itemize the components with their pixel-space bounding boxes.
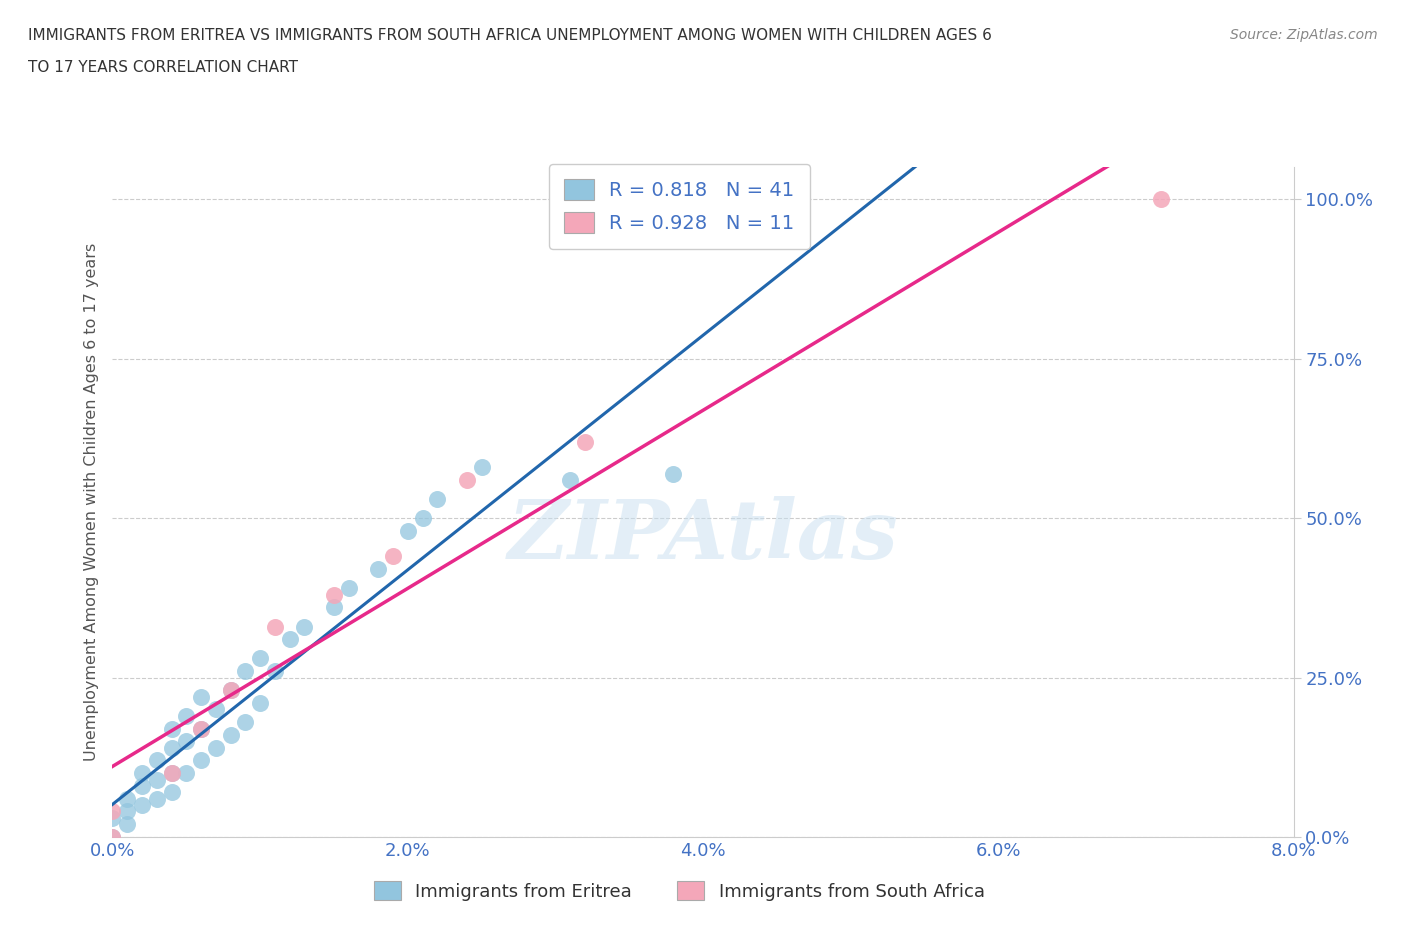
Point [323, 600, 346, 615]
Point [249, 696, 271, 711]
Text: ZIPAtlas: ZIPAtlas [508, 496, 898, 576]
Point [101, 810, 124, 825]
Point [292, 619, 315, 634]
Point [174, 734, 197, 749]
Point [190, 689, 212, 704]
Text: Source: ZipAtlas.com: Source: ZipAtlas.com [1230, 28, 1378, 42]
Point [146, 772, 169, 787]
Point [160, 740, 183, 755]
Point [323, 587, 346, 602]
Point [249, 651, 271, 666]
Point [233, 715, 256, 730]
Point [367, 562, 389, 577]
Point [264, 619, 287, 634]
Point [190, 721, 212, 736]
Point [205, 740, 228, 755]
Point [117, 804, 138, 819]
Point [131, 765, 153, 780]
Point [160, 721, 183, 736]
Point [574, 434, 596, 449]
Point [264, 664, 287, 679]
Point [190, 721, 212, 736]
Point [426, 492, 449, 507]
Point [146, 791, 169, 806]
Point [117, 791, 138, 806]
Point [382, 549, 405, 564]
Point [560, 472, 582, 487]
Point [160, 765, 183, 780]
Point [131, 798, 153, 813]
Point [131, 778, 153, 793]
Point [174, 709, 197, 724]
Point [471, 459, 494, 474]
Point [233, 664, 256, 679]
Point [412, 511, 434, 525]
Point [337, 581, 360, 596]
Y-axis label: Unemployment Among Women with Children Ages 6 to 17 years: Unemployment Among Women with Children A… [83, 243, 98, 762]
Point [219, 683, 242, 698]
Point [117, 817, 138, 831]
Legend: Immigrants from Eritrea, Immigrants from South Africa: Immigrants from Eritrea, Immigrants from… [360, 866, 1000, 915]
Point [219, 683, 242, 698]
Text: TO 17 YEARS CORRELATION CHART: TO 17 YEARS CORRELATION CHART [28, 60, 298, 75]
Point [219, 727, 242, 742]
Point [101, 804, 124, 819]
Point [101, 830, 124, 844]
Point [278, 631, 301, 646]
Point [396, 524, 419, 538]
Text: IMMIGRANTS FROM ERITREA VS IMMIGRANTS FROM SOUTH AFRICA UNEMPLOYMENT AMONG WOMEN: IMMIGRANTS FROM ERITREA VS IMMIGRANTS FR… [28, 28, 993, 43]
Point [174, 765, 197, 780]
Point [1150, 192, 1173, 206]
Point [190, 753, 212, 768]
Point [146, 753, 169, 768]
Point [662, 466, 685, 481]
Point [456, 472, 478, 487]
Point [160, 765, 183, 780]
Point [101, 830, 124, 844]
Point [160, 785, 183, 800]
Point [205, 702, 228, 717]
